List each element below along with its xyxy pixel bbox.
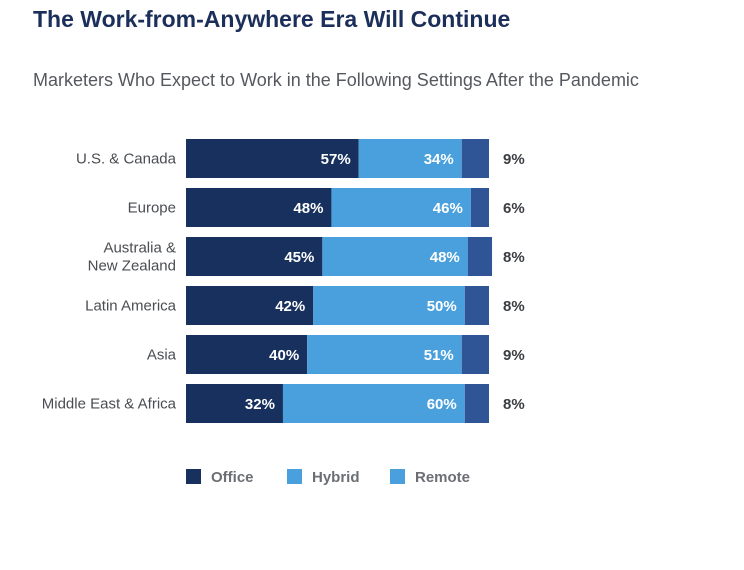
bar-segment-office [186, 335, 308, 374]
data-label-hybrid: 50% [427, 298, 457, 315]
data-label-office: 57% [321, 151, 351, 168]
data-label-remote: 6% [503, 200, 525, 217]
data-label-office: 45% [284, 249, 314, 266]
data-label-office: 42% [275, 298, 305, 315]
data-label-hybrid: 60% [427, 396, 457, 413]
bar-segment-office [186, 237, 323, 276]
bar-segment-hybrid [322, 237, 468, 276]
legend-swatch-hybrid [287, 469, 302, 484]
data-label-remote: 9% [503, 347, 525, 364]
bar-row: U.S. & Canada 57% 34% 9% [76, 139, 525, 178]
category-label: Latin America [85, 298, 177, 315]
bar-segment-hybrid [358, 139, 462, 178]
bar-segment-hybrid [331, 188, 471, 227]
bar-row: Australia &New Zealand 45% 48% 8% [88, 237, 525, 276]
data-label-office: 40% [269, 347, 299, 364]
legend-label-office: Office [211, 469, 254, 486]
bar-segment-remote [464, 384, 489, 423]
legend-item-remote: Remote [390, 469, 470, 486]
bar-segment-office [186, 139, 359, 178]
data-label-remote: 9% [503, 151, 525, 168]
bar-segment-remote [470, 188, 489, 227]
data-label-office: 48% [293, 200, 323, 217]
data-label-remote: 8% [503, 249, 525, 266]
chart-title: The Work-from-Anywhere Era Will Continue [33, 6, 511, 32]
legend-swatch-remote [390, 469, 405, 484]
data-label-remote: 8% [503, 396, 525, 413]
legend-swatch-office [186, 469, 201, 484]
bar-segment-remote [464, 286, 489, 325]
chart-subtitle: Marketers Who Expect to Work in the Foll… [33, 70, 639, 90]
data-label-hybrid: 51% [424, 347, 454, 364]
data-label-hybrid: 34% [424, 151, 454, 168]
data-label-hybrid: 48% [430, 249, 460, 266]
bar-segment-remote [461, 139, 489, 178]
category-label: U.S. & Canada [76, 151, 177, 168]
bar-segment-remote [461, 335, 489, 374]
bar-segment-hybrid [307, 335, 462, 374]
bar-segment-hybrid [313, 286, 465, 325]
bars-group: U.S. & Canada 57% 34% 9% Europe 48% 46% 6% Austr… [42, 139, 525, 423]
category-label: Australia & [103, 240, 176, 257]
bar-row: Asia 40% 51% 9% [147, 335, 525, 374]
data-label-hybrid: 46% [433, 200, 463, 217]
legend: Office Hybrid Remote [186, 469, 470, 486]
bar-row: Europe 48% 46% 6% [128, 188, 525, 227]
bar-segment-remote [467, 237, 493, 276]
bar-row: Middle East & Africa 32% 60% 8% [42, 384, 525, 423]
legend-item-hybrid: Hybrid [287, 469, 360, 486]
bar-segment-office [186, 188, 332, 227]
legend-item-office: Office [186, 469, 254, 486]
legend-label-remote: Remote [415, 469, 470, 486]
bar-segment-office [186, 384, 283, 423]
bar-segment-office [186, 286, 314, 325]
category-label: Europe [128, 200, 176, 217]
bar-row: Latin America 42% 50% 8% [85, 286, 525, 325]
category-label: Asia [147, 347, 177, 364]
category-label: New Zealand [88, 258, 176, 275]
data-label-office: 32% [245, 396, 275, 413]
legend-label-hybrid: Hybrid [312, 469, 360, 486]
category-label: Middle East & Africa [42, 396, 177, 413]
data-label-remote: 8% [503, 298, 525, 315]
bar-segment-hybrid [282, 384, 465, 423]
